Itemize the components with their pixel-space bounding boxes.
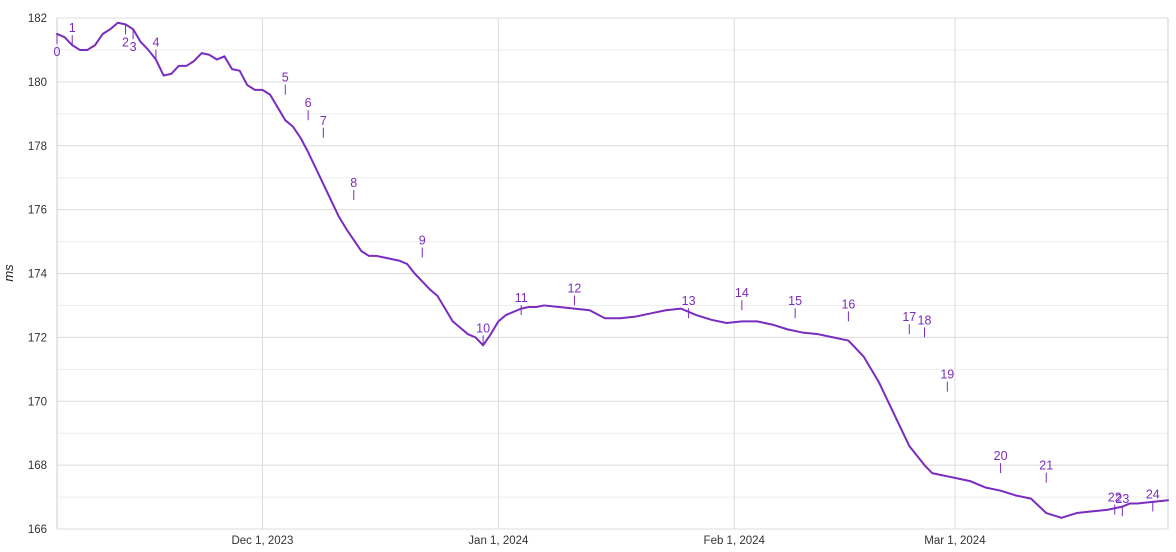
series-layer <box>56 21 1169 519</box>
annotation-label: 1 <box>69 21 76 35</box>
annotation-label: 6 <box>305 96 312 110</box>
annotation-label: 9 <box>419 234 426 248</box>
y-tick-label: 172 <box>28 332 47 344</box>
series-line <box>56 21 1169 519</box>
x-tick-label: Feb 1, 2024 <box>704 535 766 547</box>
y-tick-label: 182 <box>28 13 47 25</box>
annotation-label: 10 <box>476 321 490 335</box>
annotation-label: 15 <box>788 294 802 308</box>
annotation-label: 16 <box>841 297 855 311</box>
annotation-label: 4 <box>152 36 159 50</box>
annotation-label: 14 <box>735 286 749 300</box>
annotation-label: 19 <box>940 368 954 382</box>
annotation-label: 8 <box>350 176 357 190</box>
x-tick-label: Dec 1, 2023 <box>231 535 293 547</box>
annotation-label: 5 <box>282 71 289 85</box>
y-tick-label: 178 <box>28 141 47 153</box>
grid-lines <box>57 17 1168 530</box>
y-tick-label: 180 <box>28 77 47 89</box>
annotation-label: 12 <box>567 281 581 295</box>
annotation-label: 17 <box>902 310 916 324</box>
y-tick-label: 168 <box>28 460 47 472</box>
annotation-label: 7 <box>320 114 327 128</box>
annotation-label: 11 <box>515 291 528 305</box>
annotation-label: 24 <box>1146 487 1160 501</box>
annotation-label: 18 <box>918 313 932 327</box>
annotation-label: 13 <box>682 294 696 308</box>
y-tick-label: 166 <box>28 524 47 536</box>
y-axis-label: ms <box>1 264 16 282</box>
y-tick-label: 170 <box>28 396 47 408</box>
annotation-label: 23 <box>1115 492 1129 506</box>
y-tick-label: 176 <box>28 205 47 217</box>
annotation-label: 22 <box>1108 491 1122 505</box>
x-tick-label: Mar 1, 2024 <box>924 535 986 547</box>
annotation-label: 0 <box>54 45 61 59</box>
y-tick-label: 174 <box>28 269 48 281</box>
annotation-label: 21 <box>1039 459 1053 473</box>
annotation-label: 3 <box>130 40 137 54</box>
x-tick-label: Jan 1, 2024 <box>468 535 529 547</box>
annotation-label: 20 <box>994 449 1008 463</box>
annotation-label: 2 <box>122 35 129 49</box>
